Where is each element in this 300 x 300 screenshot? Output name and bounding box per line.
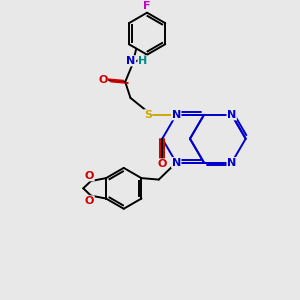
Text: N: N xyxy=(126,56,136,66)
Text: N: N xyxy=(172,110,181,120)
Text: N: N xyxy=(227,110,236,120)
Text: F: F xyxy=(143,1,151,11)
Text: N: N xyxy=(227,158,236,168)
Text: O: O xyxy=(85,171,94,181)
Text: N: N xyxy=(172,158,181,168)
Text: O: O xyxy=(85,196,94,206)
Text: O: O xyxy=(158,159,167,169)
Text: S: S xyxy=(144,110,152,120)
Text: O: O xyxy=(98,75,107,85)
Text: H: H xyxy=(138,56,147,66)
